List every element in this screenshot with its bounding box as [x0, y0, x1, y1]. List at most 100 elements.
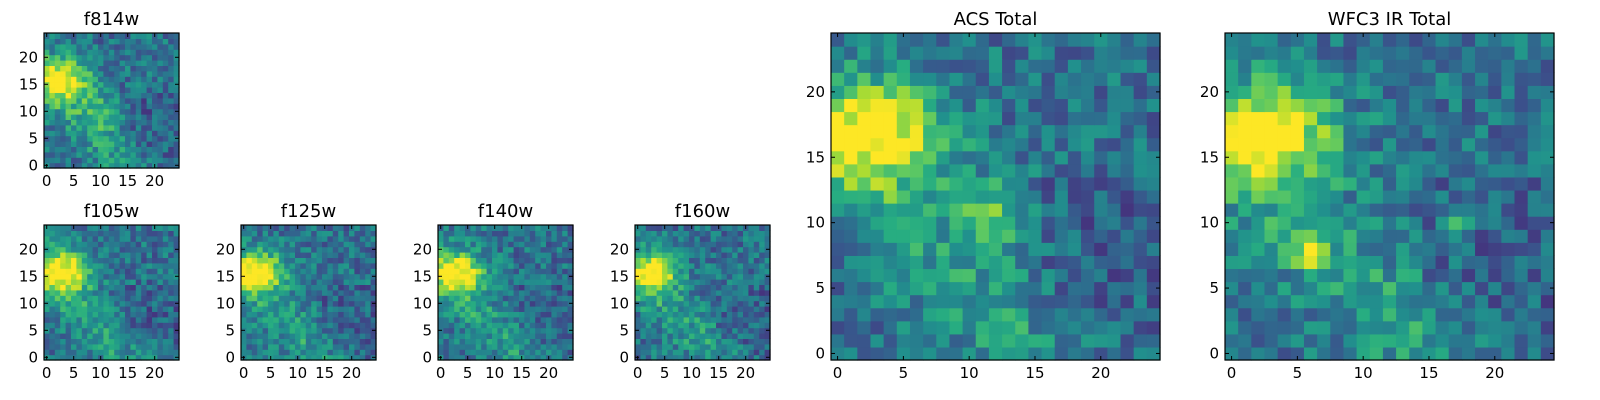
heatmap-cell	[481, 230, 488, 237]
heatmap-cell	[923, 294, 937, 309]
heatmap-cell	[1028, 59, 1043, 73]
heatmap-cell	[759, 333, 766, 339]
heatmap-cell	[705, 333, 712, 339]
heatmap-cell	[1382, 346, 1397, 361]
heatmap-cell	[683, 257, 690, 264]
heatmap-cell	[300, 284, 307, 291]
heatmap-cell	[831, 203, 845, 217]
heatmap-cell	[870, 33, 885, 47]
heatmap-cell	[1107, 255, 1122, 270]
heatmap-cell	[1146, 255, 1161, 270]
heatmap-cell	[251, 257, 258, 264]
heatmap-cell	[567, 241, 574, 248]
heatmap-cell	[1475, 111, 1489, 126]
heatmap-cell	[71, 103, 77, 110]
x-tick-label: 10	[1354, 364, 1373, 382]
heatmap-cell	[146, 87, 153, 93]
heatmap-cell	[710, 284, 717, 291]
heatmap-cell	[98, 252, 104, 258]
heatmap-cell	[343, 306, 350, 312]
heatmap-cell	[1120, 268, 1135, 283]
heatmap-cell	[540, 279, 547, 285]
heatmap-cell	[322, 306, 328, 312]
heatmap-cell	[65, 230, 72, 237]
heatmap-cell	[844, 242, 858, 256]
heatmap-cell	[1488, 46, 1502, 60]
heatmap-cell	[60, 316, 67, 323]
heatmap-cell	[508, 241, 515, 248]
heatmap-cell	[295, 349, 301, 356]
heatmap-cell	[295, 311, 301, 318]
heatmap-cell	[103, 257, 110, 264]
heatmap-cell	[1041, 46, 1056, 60]
heatmap-cell	[1475, 242, 1489, 256]
heatmap-cell	[65, 130, 72, 137]
heatmap-cell	[759, 295, 766, 302]
heatmap-cell	[162, 235, 169, 242]
heatmap-cell	[44, 230, 50, 237]
heatmap-cell	[470, 311, 477, 318]
heatmap-cell	[535, 300, 542, 307]
heatmap-cell	[130, 81, 137, 88]
heatmap-cell	[732, 295, 739, 302]
heatmap-cell	[103, 327, 110, 334]
heatmap-cell	[273, 252, 280, 258]
heatmap-cell	[146, 354, 153, 361]
heatmap-cell	[988, 333, 1003, 348]
heatmap-cell	[1396, 137, 1410, 152]
heatmap-cell	[1303, 176, 1318, 191]
heatmap-cell	[1002, 137, 1016, 152]
heatmap-cell	[678, 268, 685, 275]
heatmap-cell	[54, 235, 61, 242]
heatmap-cell	[81, 252, 88, 258]
heatmap-cell	[338, 289, 345, 296]
heatmap-cell	[284, 316, 291, 323]
heatmap-cell	[65, 268, 72, 275]
heatmap-cell	[753, 343, 760, 350]
heatmap-cell	[257, 354, 264, 361]
heatmap-cell	[257, 225, 264, 231]
heatmap-cell	[438, 306, 444, 312]
heatmap-cell	[103, 262, 110, 269]
heatmap-cell	[743, 338, 749, 345]
heatmap-cell	[689, 279, 695, 285]
heatmap-cell	[556, 246, 563, 253]
heatmap-cell	[1238, 189, 1252, 204]
heatmap-cell	[1094, 150, 1108, 165]
heatmap-cell	[716, 252, 722, 258]
heatmap-cell	[114, 295, 121, 302]
heatmap-cell	[721, 300, 728, 307]
heatmap-cell	[349, 311, 355, 318]
heatmap-cell	[1369, 307, 1384, 322]
heatmap-cell	[49, 141, 56, 147]
heatmap-cell	[338, 235, 345, 242]
heatmap-cell	[65, 114, 72, 120]
heatmap-cell	[683, 284, 690, 291]
heatmap-cell	[508, 284, 515, 291]
heatmap-cell	[157, 146, 164, 153]
heatmap-cell	[1501, 346, 1516, 361]
heatmap-cell	[753, 230, 760, 237]
heatmap-cell	[831, 307, 845, 322]
heatmap-cell	[844, 320, 858, 335]
heatmap-cell	[54, 97, 61, 104]
heatmap-cell	[721, 289, 728, 296]
heatmap-cell	[497, 349, 504, 356]
heatmap-cell	[683, 279, 690, 285]
heatmap-cell	[152, 349, 158, 356]
heatmap-cell	[465, 327, 471, 334]
heatmap-cell	[1330, 242, 1345, 256]
heatmap-cell	[454, 225, 461, 231]
heatmap-cell	[988, 150, 1003, 165]
heatmap-cell	[459, 322, 466, 329]
heatmap-cell	[470, 343, 477, 350]
heatmap-cell	[327, 257, 334, 264]
heatmap-cell	[359, 343, 366, 350]
heatmap-cell	[857, 216, 872, 230]
heatmap-cell	[699, 333, 706, 339]
heatmap-cell	[141, 273, 148, 280]
heatmap-cell	[1527, 85, 1542, 99]
heatmap-cell	[1107, 281, 1122, 296]
x-tick-label: 10	[682, 364, 701, 382]
heatmap-cell	[678, 230, 685, 237]
